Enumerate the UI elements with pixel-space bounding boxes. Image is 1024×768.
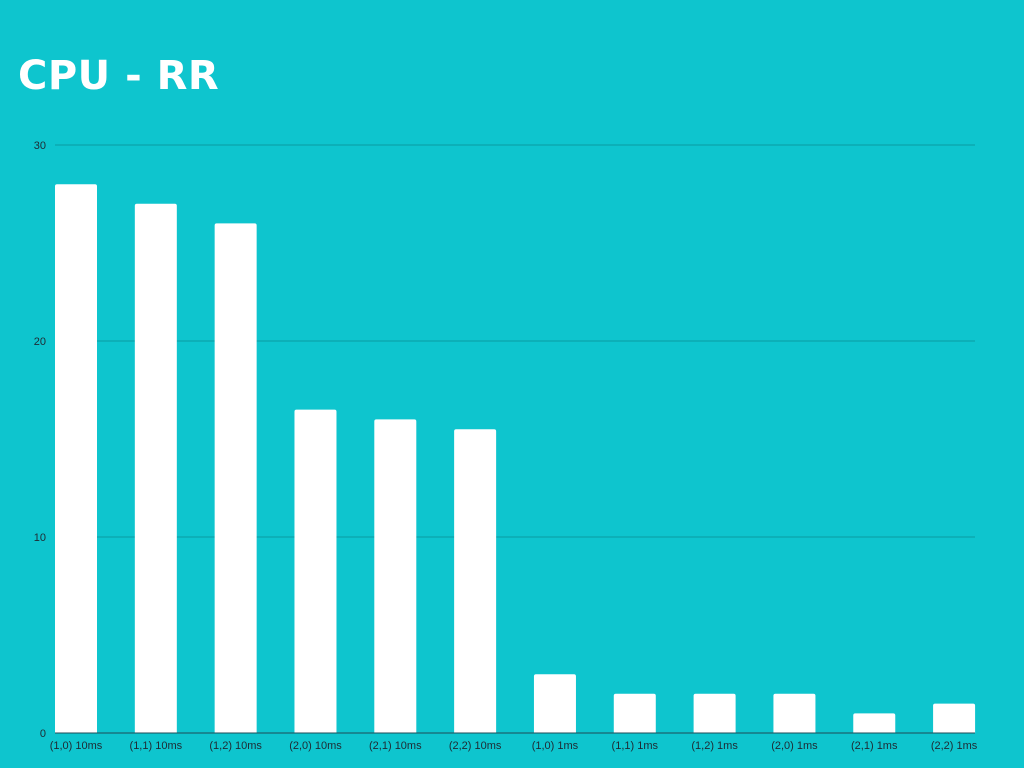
y-tick-label: 20 <box>34 336 46 348</box>
bars <box>55 184 976 734</box>
x-tick-label: (1,2) 10ms <box>209 740 262 752</box>
bar <box>454 429 497 733</box>
x-tick-label: (1,0) 1ms <box>532 740 579 752</box>
x-tick-label: (1,2) 1ms <box>691 740 738 752</box>
bar <box>693 693 736 733</box>
gridlines <box>55 144 975 538</box>
x-tick-label: (1,0) 10ms <box>50 740 103 752</box>
bar <box>374 419 417 733</box>
bar <box>613 693 656 733</box>
bar <box>773 693 816 733</box>
x-tick-label: (2,1) 10ms <box>369 740 422 752</box>
x-tick-label: (1,1) 10ms <box>130 740 183 752</box>
bar <box>55 184 97 733</box>
y-tick-label: 10 <box>34 532 46 544</box>
x-axis-ticks: (1,0) 10ms (1,1) 10ms (1,2) 10ms (2,0) 10ms… <box>50 740 978 752</box>
bar <box>294 409 337 733</box>
x-tick-label: (2,1) 1ms <box>851 740 898 752</box>
bar <box>933 703 976 733</box>
x-tick-label: (2,2) 1ms <box>931 740 978 752</box>
x-tick-label: (2,0) 10ms <box>289 740 342 752</box>
y-tick-label: 30 <box>34 140 46 152</box>
bar <box>134 203 177 734</box>
bar <box>853 713 896 733</box>
x-tick-label: (2,2) 10ms <box>449 740 502 752</box>
bar <box>533 674 576 733</box>
bar <box>214 223 257 733</box>
x-tick-label: (2,0) 1ms <box>771 740 818 752</box>
chart-title: CPU - RR <box>18 53 220 99</box>
y-tick-label: 0 <box>40 728 46 740</box>
x-tick-label: (1,1) 1ms <box>612 740 659 752</box>
y-axis-ticks: 0 10 20 30 <box>34 140 46 740</box>
